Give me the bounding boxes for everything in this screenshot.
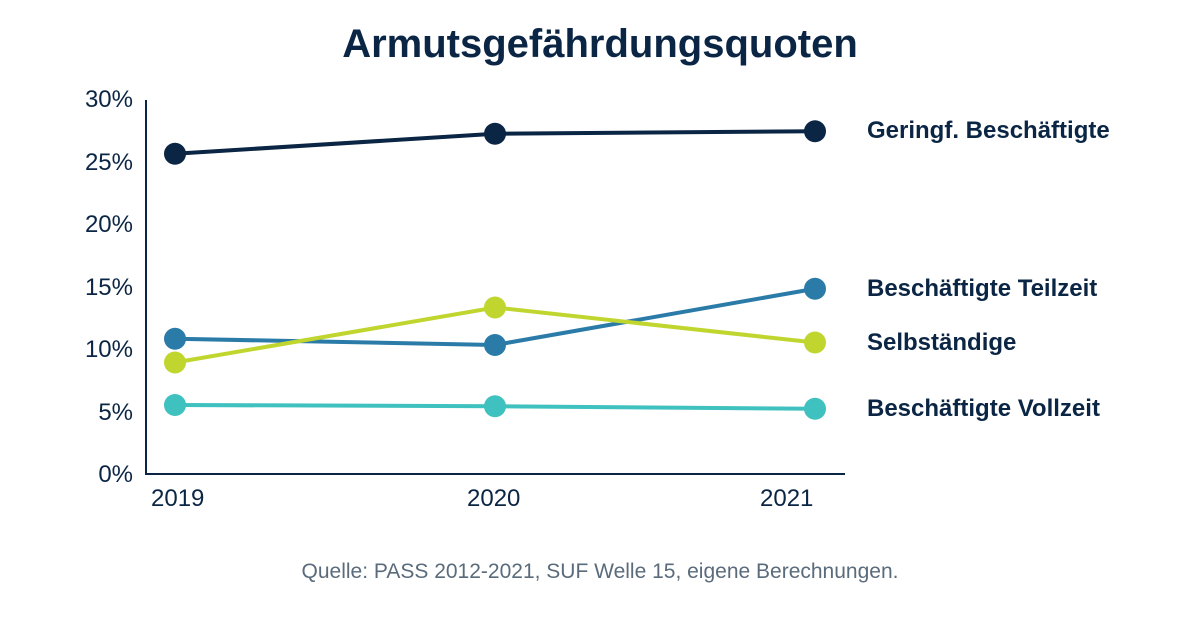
x-tick-label: 2019 bbox=[151, 485, 204, 513]
series-label: Selbständige bbox=[867, 329, 1016, 357]
y-tick-label: 5% bbox=[98, 399, 133, 427]
x-tick-label: 2021 bbox=[760, 485, 813, 513]
line-chart-svg bbox=[145, 100, 845, 475]
series-label: Geringf. Beschäftigte bbox=[867, 117, 1110, 145]
series-label: Beschäftigte Teilzeit bbox=[867, 275, 1097, 303]
y-tick-label: 30% bbox=[85, 86, 133, 114]
y-tick-label: 25% bbox=[85, 149, 133, 177]
y-tick-label: 10% bbox=[85, 336, 133, 364]
y-tick-label: 0% bbox=[98, 461, 133, 489]
source-text: Quelle: PASS 2012-2021, SUF Welle 15, ei… bbox=[0, 560, 1200, 584]
y-axis-line bbox=[145, 100, 147, 475]
x-tick-label: 2020 bbox=[467, 485, 520, 513]
plot-area bbox=[145, 100, 845, 475]
series-label: Beschäftigte Vollzeit bbox=[867, 395, 1100, 423]
x-axis-line bbox=[145, 473, 845, 475]
y-tick-label: 20% bbox=[85, 211, 133, 239]
chart-title: Armutsgefährdungsquoten bbox=[0, 22, 1200, 67]
chart-container: Armutsgefährdungsquoten 0% 5% 10% 15% 20… bbox=[0, 0, 1200, 627]
y-tick-label: 15% bbox=[85, 274, 133, 302]
